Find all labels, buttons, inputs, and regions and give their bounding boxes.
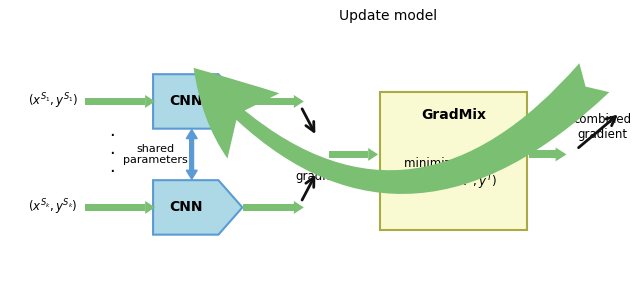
Text: Update model: Update model [339,9,437,23]
Polygon shape [294,201,304,214]
Polygon shape [243,204,294,211]
Polygon shape [328,151,368,158]
Polygon shape [145,201,155,214]
Polygon shape [368,148,378,161]
Polygon shape [145,95,155,108]
Polygon shape [189,139,194,170]
Polygon shape [186,130,197,170]
Text: ·
·
·: · · · [109,127,115,181]
Polygon shape [186,130,197,139]
Text: shared
parameters: shared parameters [123,144,188,165]
Polygon shape [294,95,304,108]
Text: minimize loss on
a small $(x^T, y^T)$: minimize loss on a small $(x^T, y^T)$ [404,157,503,193]
Polygon shape [529,151,556,159]
Text: combined
gradient: combined gradient [573,113,631,141]
Polygon shape [153,74,243,129]
Polygon shape [243,98,294,105]
FancyBboxPatch shape [380,91,527,230]
Polygon shape [153,180,243,235]
Text: $(x^{S_k}, y^{S_k})$: $(x^{S_k}, y^{S_k})$ [28,197,77,217]
Polygon shape [556,147,566,161]
Polygon shape [186,170,197,179]
Text: CNN: CNN [169,200,202,214]
Text: CNN: CNN [169,94,202,108]
FancyArrowPatch shape [193,63,609,194]
Text: GradMix: GradMix [421,108,486,122]
Text: gradients: gradients [296,170,352,183]
Polygon shape [84,204,145,211]
Polygon shape [84,98,145,105]
Text: $(x^{S_1}, y^{S_1})$: $(x^{S_1}, y^{S_1})$ [28,92,78,111]
